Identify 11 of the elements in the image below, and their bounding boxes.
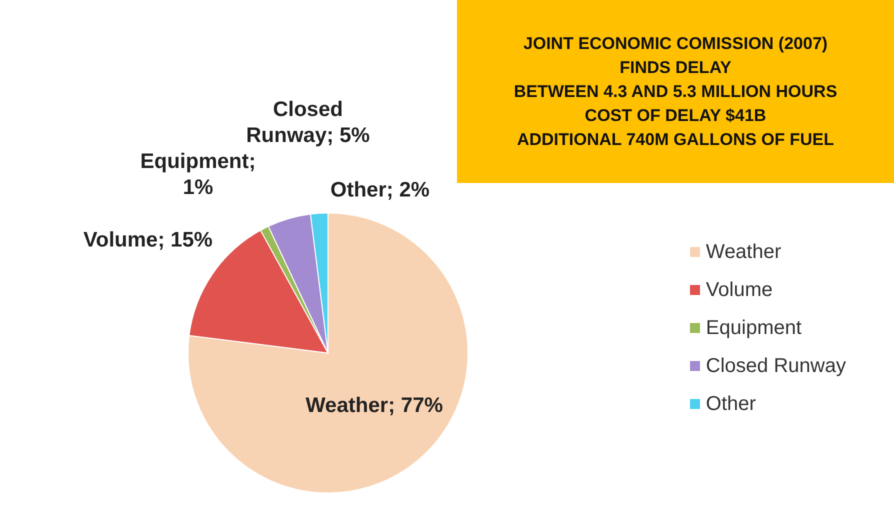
note-box: JOINT ECONOMIC COMISSION (2007) FINDS DELAY BETWEEN 4.3 AND 5.3 MILLION HOURS COST OF DELAY $41B ADDITIONAL 740M GALLONS OF FUEL	[457, 0, 894, 183]
data-label: Weather; 77%	[306, 394, 444, 418]
legend-label: Volume	[706, 278, 773, 303]
legend-label: Weather	[706, 240, 782, 265]
data-label: Volume; 15%	[83, 228, 213, 252]
legend-label: Closed Runway	[706, 354, 846, 379]
data-label: Other; 2%	[330, 178, 430, 202]
data-label: Equipment; 1%	[140, 150, 256, 199]
legend-label: Other	[706, 392, 756, 417]
legend-label: Equipment	[706, 316, 802, 341]
data-label: Closed Runway; 5%	[246, 98, 370, 147]
